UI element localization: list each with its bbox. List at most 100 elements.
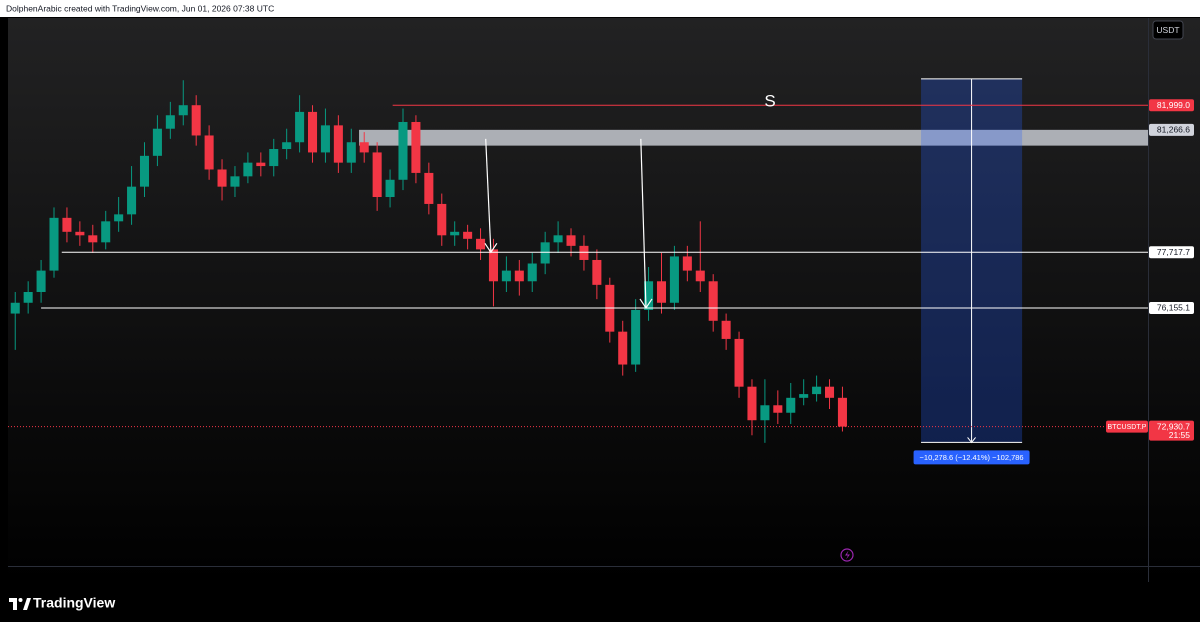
- candle-body: [204, 135, 214, 170]
- annotation: S: [764, 91, 775, 110]
- candle-body: [398, 121, 408, 180]
- candle-body: [127, 186, 137, 215]
- plot: S: [8, 78, 1148, 444]
- candle-body: [282, 142, 292, 150]
- candle-body: [114, 214, 124, 222]
- symbol-box: [1106, 420, 1148, 433]
- candle-body: [450, 231, 460, 236]
- candle-body: [62, 217, 72, 232]
- candle-body: [656, 281, 667, 303]
- candle-body: [101, 221, 111, 243]
- candle-body: [295, 111, 305, 143]
- candle-body: [708, 281, 718, 321]
- candle-body: [372, 152, 382, 198]
- candle-body: [88, 235, 98, 243]
- candle-body: [501, 270, 511, 282]
- candle-body: [152, 128, 162, 156]
- candle-body: [307, 111, 318, 153]
- candle-body: [178, 105, 188, 116]
- candle-body: [760, 405, 770, 421]
- candle-body: [579, 245, 589, 260]
- candle-body: [786, 397, 796, 413]
- icon-circle[interactable]: [840, 548, 854, 562]
- arrow-head: [484, 242, 498, 254]
- candle-body: [592, 259, 602, 285]
- chart-area: [8, 18, 1200, 582]
- candle-body: [488, 249, 498, 282]
- level-price-box: [1149, 99, 1194, 112]
- candle-body: [631, 309, 641, 365]
- currency-label[interactable]: USDT: [1156, 25, 1179, 35]
- candle-body: [139, 155, 150, 187]
- arrow-head: [639, 298, 653, 310]
- candle-body: [256, 162, 266, 167]
- candle-body: [346, 142, 356, 163]
- candle-body: [49, 217, 59, 271]
- candle-body: [243, 162, 253, 177]
- candle-body: [333, 125, 343, 163]
- candle-body: [837, 397, 847, 427]
- candle-body: [747, 386, 757, 421]
- icon-bolt[interactable]: [845, 550, 850, 560]
- candle-body: [644, 281, 654, 310]
- zone: [359, 129, 1148, 146]
- candle-body: [463, 231, 473, 239]
- candle-body: [191, 105, 201, 136]
- last-price-label: 72,930.7: [1157, 421, 1190, 431]
- candle-body: [10, 302, 20, 314]
- header-bar: [0, 0, 1200, 17]
- candle-body: [527, 263, 537, 282]
- brand-logo: [9, 598, 31, 610]
- candle-body: [359, 142, 369, 153]
- measure-label-box: [913, 450, 1030, 465]
- level-price-label: 76,155.1: [1157, 303, 1190, 313]
- candle-body: [75, 231, 85, 236]
- level-price-label: 77,717.7: [1157, 247, 1190, 257]
- candle-body: [230, 176, 240, 187]
- currency-button[interactable]: [1152, 20, 1184, 40]
- candle-body: [269, 149, 279, 167]
- measure-label: −10,278.6 (−12.41%) −102,786: [920, 453, 1024, 462]
- candle-body: [165, 115, 175, 129]
- logo-mark: [9, 598, 17, 610]
- candle-body: [682, 256, 692, 271]
- logo-mark: [18, 598, 23, 602]
- candle-body: [424, 172, 434, 204]
- candle-body: [695, 270, 705, 282]
- candle-body: [799, 394, 809, 398]
- candle-body: [23, 291, 33, 303]
- countdown-label: 21:55: [1169, 430, 1191, 440]
- header-title: DolphenArabic created with TradingView.c…: [6, 3, 274, 13]
- candle-body: [812, 386, 822, 395]
- brand-name: TradingView: [33, 595, 115, 611]
- logo-mark: [23, 598, 31, 610]
- candle-body: [540, 242, 550, 264]
- candle-body: [36, 270, 46, 292]
- level-price-label: 81,999.0: [1157, 100, 1190, 110]
- candle-body: [411, 121, 421, 173]
- candle-body: [734, 338, 744, 387]
- candle-body: [437, 203, 447, 236]
- zone-price-label: 81,266.6: [1157, 125, 1190, 135]
- level-price-box: [1149, 246, 1194, 259]
- measure-arrowhead: [967, 437, 976, 444]
- arrow-line: [640, 138, 647, 308]
- candle-body: [320, 125, 330, 153]
- candle-body: [553, 235, 563, 243]
- level-price-box: [1149, 301, 1194, 314]
- arrow-line: [485, 138, 492, 253]
- last-price-box: [1149, 420, 1194, 441]
- candle-body: [669, 256, 679, 303]
- candle-body: [217, 169, 227, 187]
- candle-body: [618, 331, 628, 365]
- candle-body: [476, 238, 486, 250]
- candle-body: [566, 235, 576, 246]
- candle-body: [773, 405, 783, 413]
- overlay: 81,999.0 77,717.7 76,155.1 81,266.6 BTCUSDT.…: [913, 99, 1194, 465]
- symbol-label: BTCUSDT.P: [1108, 424, 1147, 431]
- replay-icon[interactable]: [840, 548, 854, 562]
- candle-body: [385, 179, 395, 198]
- candle-body: [514, 270, 524, 282]
